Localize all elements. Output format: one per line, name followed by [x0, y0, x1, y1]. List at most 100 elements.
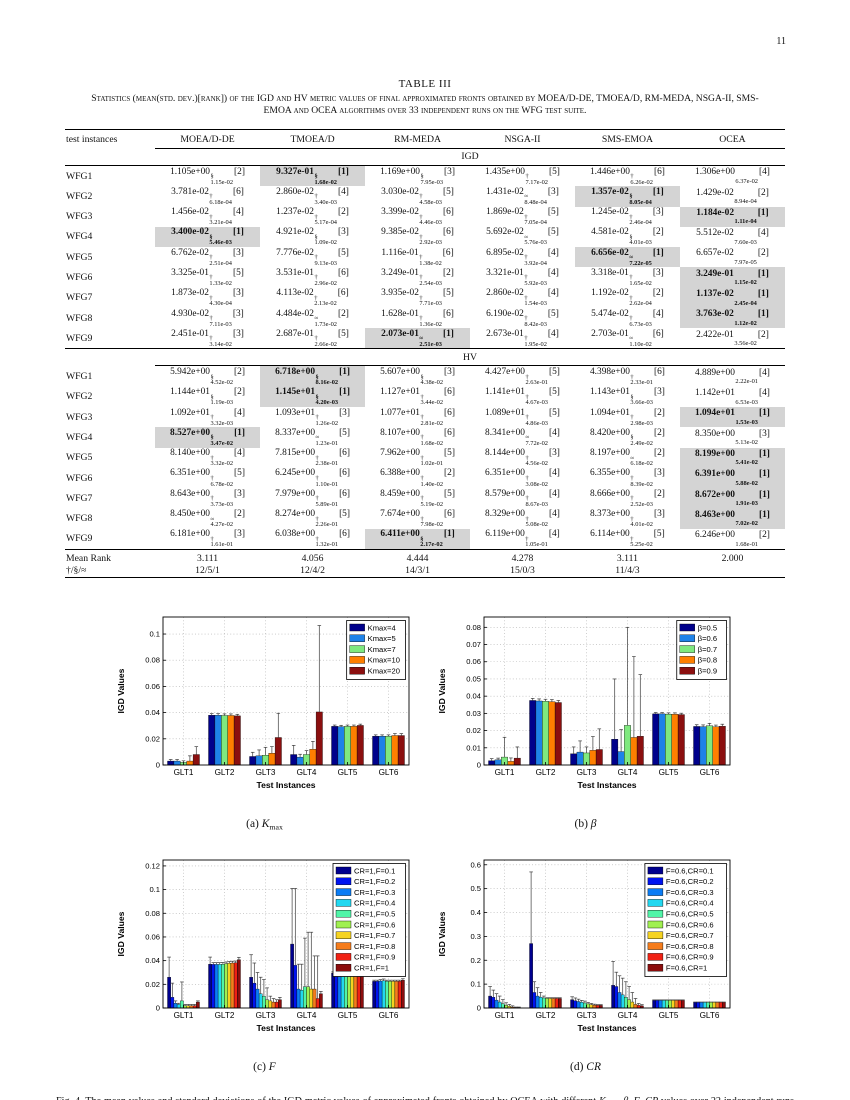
metric-cell: 6.351e+00 † 3.08e-02 [4] [485, 468, 560, 488]
legend-swatch [349, 666, 365, 675]
chart-f-caption: (c) F [112, 1061, 417, 1073]
bar [391, 735, 399, 765]
bar [391, 981, 396, 1009]
metric-cell: 1.092e+01 † 3.32e-03 [4] [170, 407, 245, 427]
y-tick-label: 0 [156, 760, 160, 769]
x-tick-label: GLT3 [256, 768, 276, 777]
legend-swatch [647, 942, 664, 950]
metric-cell: 7.815e+00 † 2.38e-01 [6] [275, 448, 350, 468]
legend-label: F=0.6,CR=0.8 [666, 942, 714, 951]
bar [611, 738, 619, 765]
bar [696, 1002, 701, 1009]
bar [542, 997, 546, 1009]
bar [180, 1000, 184, 1009]
legend-swatch [647, 866, 664, 875]
metric-cell: 8.579e+00 † 8.67e-03 [4] [485, 488, 560, 508]
metric-cell: 8.450e+00 ≈4.27e-02 [2] [170, 509, 245, 529]
legend-swatch [647, 899, 664, 907]
plot-frame [162, 859, 410, 1009]
row-label: WFG7 [66, 292, 93, 304]
row-label: WFG5 [66, 452, 93, 464]
metric-cell: 8.341e+00 ≈7.72e-02 [4] [485, 427, 560, 447]
legend-label: F=0.6,CR=0.1 [666, 866, 714, 875]
metric-cell: 3.325e-01 † 1.33e-02 [5] [171, 267, 244, 288]
y-tick-label: 0.02 [145, 734, 160, 743]
bar [258, 993, 263, 1009]
bar [186, 760, 194, 765]
legend-label: F=0.6,CR=0.6 [666, 920, 714, 929]
bar [227, 963, 232, 1009]
bar [706, 1002, 710, 1009]
x-axis-label: Test Instances [256, 1023, 315, 1033]
plot-area: 0 0.1 0.2 0.3 0.4 0.5 0.6 GLT1 GLT2 GLT3 GLT4 GLT5 G… [437, 859, 731, 1033]
bar [576, 751, 584, 765]
text-run: β [590, 817, 597, 830]
y-tick-label: 0.06 [145, 933, 160, 942]
x-tick-label: GLT1 [495, 768, 515, 777]
bar [718, 725, 726, 765]
bar [630, 1001, 635, 1009]
metric-cell: 2.703e-01 ≈1.10e-02 [6] [591, 328, 664, 348]
chart-kmax: 0 0.02 0.04 0.06 0.08 0.1 GLT1 GLT2 GLT3 GLT4 GLT5… [112, 608, 417, 831]
bar [652, 713, 660, 765]
bar [671, 1000, 676, 1009]
text-run: (b) [574, 817, 591, 830]
y-tick-label: 0.6 [470, 860, 481, 869]
bar [693, 726, 701, 765]
bar [233, 715, 241, 765]
bar [375, 981, 380, 1009]
table-row: WFG7 8.643e+00 † 3.73e-03 [3] 7.979e+00 † 5.89e… [65, 488, 785, 509]
bar [268, 1000, 273, 1009]
legend: CR=1,F=0.1 CR=1,F=0.2 CR=1,F=0.3 CR=1,F=0.4… [332, 863, 406, 978]
chart-beta-canvas: 0 0.01 0.02 0.03 0.04 0.05 0.06 0.07 0.08 GLT1 GLT… [437, 616, 731, 790]
legend-label: CR=1,F=0.5 [354, 910, 395, 919]
legend-label: CR=1,F=0.7 [354, 931, 395, 940]
y-axis-label: IGD Values [437, 911, 447, 956]
y-tick-label: 0 [477, 1004, 481, 1013]
metric-cell: 8.107e+00 † 1.68e-02 [6] [380, 427, 455, 447]
chart-kmax-canvas: 0 0.02 0.04 0.06 0.08 0.1 GLT1 GLT2 GLT3 GLT4 GLT5… [116, 616, 410, 790]
bar [570, 753, 578, 765]
metric-cell: 2.860e-02 † 1.54e-03 [4] [486, 288, 559, 308]
metric-cell: 1.873e-02 † 4.30e-04 [3] [171, 288, 244, 308]
legend-label: F=0.6,CR=0.9 [666, 953, 714, 962]
bar [715, 1002, 720, 1009]
y-tick-label: 0.4 [470, 908, 481, 917]
figure-caption: Fig. 4. The mean values and standard dev… [56, 1095, 794, 1100]
metric-cell: 6.351e+00 † 6.78e-02 [5] [170, 468, 245, 488]
y-tick-label: 0 [477, 760, 481, 769]
bar [548, 701, 556, 765]
legend-label: F=0.6,CR=0.2 [666, 877, 714, 886]
metric-cell: 1.144e+01 § 1.19e-03 [2] [170, 387, 245, 407]
bar [589, 749, 597, 765]
x-tick-label: GLT6 [379, 1011, 399, 1020]
metric-cell: 1.628e-01 † 1.36e-02 [6] [381, 308, 454, 328]
table-wrap: test instances MOEA/D-DE TMOEA/D RM-MEDA NSG… [65, 128, 785, 578]
metric-cell: 1.137e-02 2.45e-04 [1] [679, 287, 785, 308]
bar [535, 996, 540, 1009]
legend-swatch [647, 931, 664, 940]
metric-cell: 2.860e-02 † 3.40e-03 [4] [276, 186, 349, 206]
y-tick-label: 0.02 [466, 726, 481, 735]
bar [535, 700, 543, 765]
y-tick-label: 0.3 [470, 932, 481, 941]
bar [532, 992, 537, 1009]
column-header: TMOEA/D [260, 129, 366, 149]
bar [265, 999, 269, 1009]
metric-cell: 8.459e+00 † 5.19e-02 [5] [380, 488, 455, 508]
bar [309, 748, 317, 765]
legend-swatch [335, 942, 352, 950]
metric-cell: 8.140e+00 † 3.32e-02 [4] [170, 448, 245, 468]
x-tick-label: GLT1 [495, 1011, 515, 1020]
text-run: F [634, 1096, 640, 1100]
legend-swatch [647, 964, 664, 972]
bar [378, 735, 386, 765]
text-run: β [623, 1096, 628, 1100]
metric-cell: 5.692e-02 ≈5.76e-03 [5] [486, 227, 559, 247]
bar [340, 973, 345, 1009]
bar [249, 756, 257, 765]
chart-cr-caption: (d) CR [433, 1061, 738, 1073]
metric-cell: 9.327e-01 § 1.68e-02 [1] [260, 165, 366, 187]
text-run: CR [586, 1061, 601, 1074]
